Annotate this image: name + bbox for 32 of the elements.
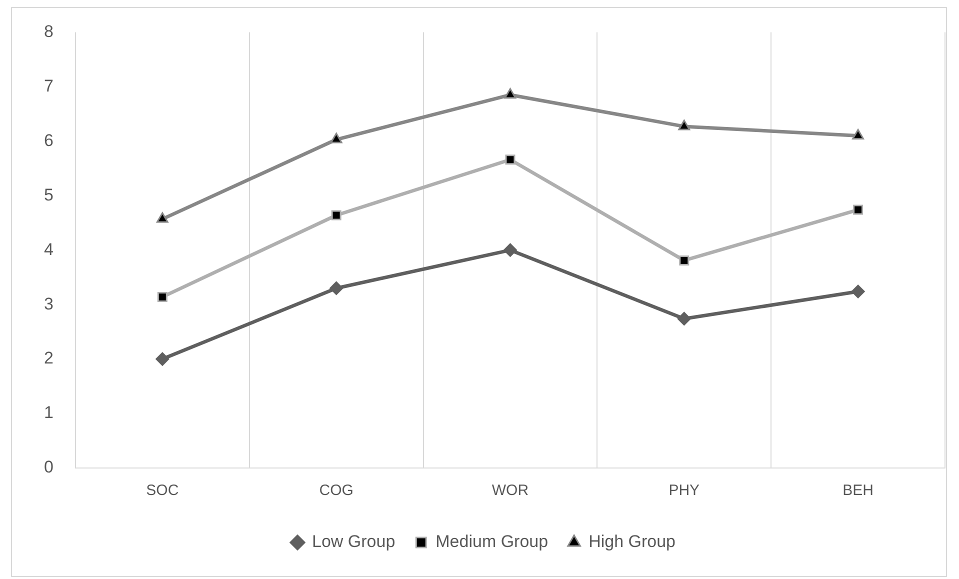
point — [156, 352, 170, 366]
point — [505, 154, 516, 165]
point — [678, 120, 690, 130]
y-tick-label: 3 — [44, 294, 54, 314]
y-tick-label: 7 — [44, 76, 54, 96]
x-tick-label: COG — [319, 482, 354, 500]
y-tick-label: 2 — [44, 348, 54, 368]
y-tick-label: 5 — [44, 185, 54, 204]
point — [157, 292, 168, 302]
x-tick-label: PHY — [668, 482, 700, 500]
legend-label: Low Group — [312, 532, 396, 552]
point — [504, 88, 516, 99]
x-tick-label: SOC — [146, 482, 179, 500]
y-tick-label: 6 — [44, 130, 54, 150]
point — [330, 132, 342, 144]
x-tick-label: WOR — [492, 482, 529, 500]
x-tick-label: BEH — [842, 482, 874, 500]
legend-label: High Group — [588, 532, 676, 552]
point — [677, 312, 691, 326]
point — [330, 281, 344, 295]
point — [503, 243, 517, 257]
point — [853, 204, 864, 215]
point — [679, 255, 690, 266]
legend-label: Medium Group — [436, 532, 548, 552]
y-tick-label: 0 — [44, 458, 54, 477]
point — [156, 212, 168, 223]
point — [331, 210, 342, 220]
point — [851, 284, 865, 298]
point — [852, 128, 864, 140]
y-tick-label: 1 — [44, 403, 54, 422]
y-tick-label: 4 — [44, 240, 54, 259]
y-tick-label: 8 — [44, 22, 54, 41]
